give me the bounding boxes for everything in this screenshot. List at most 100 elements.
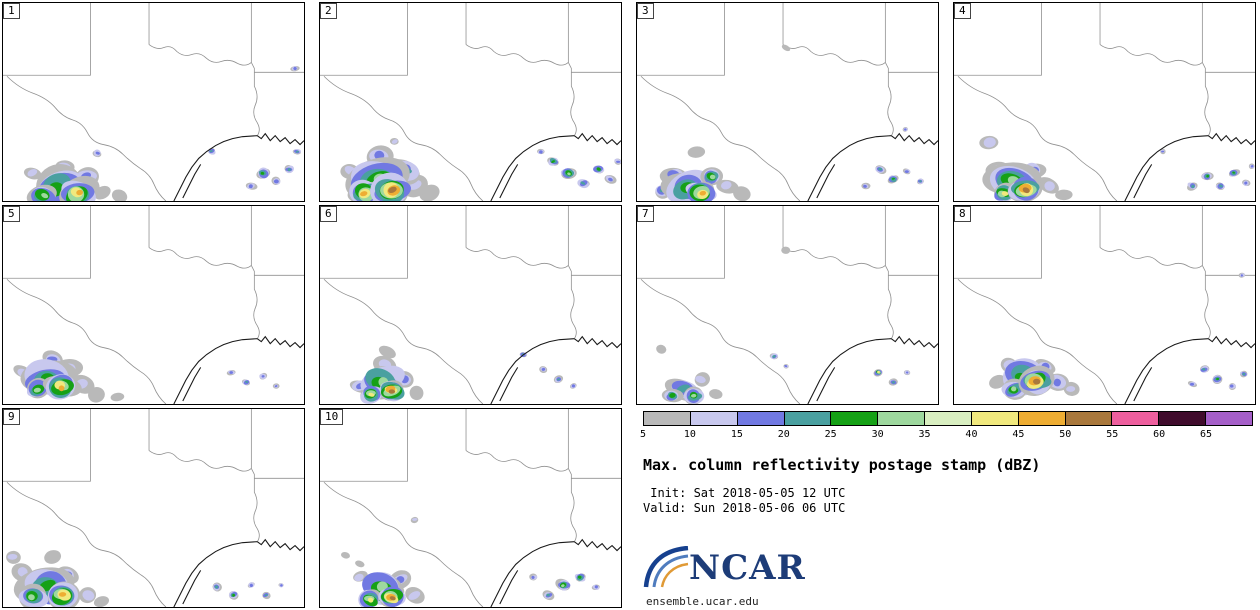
reflectivity-cell: [1229, 384, 1234, 388]
reflectivity-cell: [904, 128, 907, 131]
coastline: [490, 338, 575, 404]
reflectivity-cell: [341, 552, 351, 559]
reflectivity-cell: [388, 186, 397, 194]
state-border: [465, 450, 569, 472]
reflectivity-cell: [409, 385, 424, 401]
colorbar-tick-label: 30: [871, 429, 884, 440]
reflectivity-cell: [249, 583, 253, 588]
reflectivity-cell: [360, 191, 368, 197]
reflectivity-cell: [596, 167, 601, 171]
reflectivity-cell: [280, 584, 283, 587]
reflectivity-cell: [287, 168, 291, 172]
reflectivity-cell: [28, 594, 35, 601]
texas-map: [320, 3, 621, 201]
reflectivity-cell: [1044, 181, 1055, 191]
reflectivity-cell: [58, 592, 67, 597]
reflectivity-cell: [567, 172, 571, 176]
reflectivity-cell: [863, 184, 867, 188]
reflectivity-cell: [784, 365, 788, 368]
reflectivity-cell: [571, 384, 576, 388]
panel-number: 8: [954, 206, 971, 222]
reflectivity-colorbar: [643, 411, 1253, 426]
reflectivity-cell: [229, 371, 233, 374]
reflectivity-cell: [245, 381, 249, 383]
coastline: [807, 135, 892, 201]
state-border: [148, 450, 252, 472]
reflectivity-cell: [546, 593, 550, 597]
reflectivity-cell: [82, 590, 95, 601]
reflectivity-cell: [781, 246, 791, 254]
reflectivity-cell: [1033, 378, 1041, 385]
state-border: [148, 44, 252, 66]
reflectivity-cell: [541, 367, 546, 371]
valid-time: Valid: Sun 2018-05-06 06 UTC: [643, 501, 846, 515]
map-panel-8: 8: [953, 205, 1256, 405]
coastline: [499, 367, 519, 402]
reflectivity-cell: [709, 389, 723, 399]
state-border: [148, 247, 252, 269]
rio-grande-border: [323, 278, 484, 404]
state-border: [782, 44, 886, 66]
reflectivity-cell: [1232, 171, 1236, 174]
reflectivity-cell: [1240, 274, 1243, 277]
rio-grande-border: [323, 481, 484, 607]
map-panel-6: 6: [319, 205, 622, 405]
reflectivity-cell: [1250, 165, 1254, 168]
coastline: [573, 538, 621, 552]
map-panel-10: 10: [319, 408, 622, 608]
map-panel-1: 1: [2, 2, 305, 202]
reflectivity-cell: [355, 560, 365, 568]
map-panel-4: 4: [953, 2, 1256, 202]
state-border: [637, 3, 725, 76]
coastline: [890, 132, 938, 146]
coastline: [173, 541, 258, 607]
panel-number: 4: [954, 3, 971, 19]
colorbar-segment: [1112, 412, 1160, 425]
ncar-logo-swoosh-icon: [643, 546, 689, 588]
reflectivity-cell: [877, 370, 880, 374]
colorbar-segment: [784, 412, 832, 425]
state-border: [250, 265, 260, 339]
state-border: [3, 3, 91, 76]
reflectivity-cell: [1066, 386, 1076, 392]
colorbar-segment: [644, 412, 691, 425]
colorbar-tick-label: 45: [1012, 429, 1025, 440]
map-panel-3: 3: [636, 2, 939, 202]
reflectivity-cell: [1202, 368, 1206, 371]
reflectivity-cell: [1161, 150, 1165, 153]
panel-number: 3: [637, 3, 654, 19]
init-time: Init: Sat 2018-05-05 12 UTC: [643, 486, 846, 500]
reflectivity-cell: [214, 585, 219, 589]
reflectivity-cell: [354, 573, 364, 582]
coastline: [1124, 135, 1209, 201]
state-border: [465, 44, 569, 66]
state-border: [884, 62, 894, 136]
site-url: ensemble.ucar.edu: [646, 595, 759, 608]
reflectivity-cell: [1244, 181, 1248, 185]
state-border: [782, 247, 886, 269]
reflectivity-cell: [408, 591, 421, 600]
colorbar-segment: [878, 412, 926, 425]
reflectivity-cell: [264, 594, 268, 597]
colorbar-tick-label: 35: [918, 429, 931, 440]
reflectivity-cell: [551, 160, 555, 163]
colorbar-segment: [737, 412, 785, 425]
reflectivity-cell: [690, 393, 697, 398]
rio-grande-border: [323, 75, 484, 201]
state-border: [567, 62, 577, 136]
texas-map: [637, 206, 938, 404]
colorbar-tick-label: 5: [639, 429, 647, 440]
colorbar-tick-label: 15: [730, 429, 743, 440]
reflectivity-cell: [580, 181, 586, 185]
coastline: [182, 367, 202, 402]
reflectivity-cell: [388, 389, 396, 394]
reflectivity-cell: [1053, 378, 1061, 387]
texas-map: [320, 409, 621, 607]
reflectivity-cell: [1022, 187, 1030, 194]
reflectivity-cell: [983, 137, 996, 148]
reflectivity-cell: [695, 375, 706, 384]
reflectivity-cell: [33, 387, 41, 393]
colorbar-tick-label: 25: [824, 429, 837, 440]
texas-map: [3, 3, 304, 201]
colorbar-segment: [1206, 412, 1252, 425]
